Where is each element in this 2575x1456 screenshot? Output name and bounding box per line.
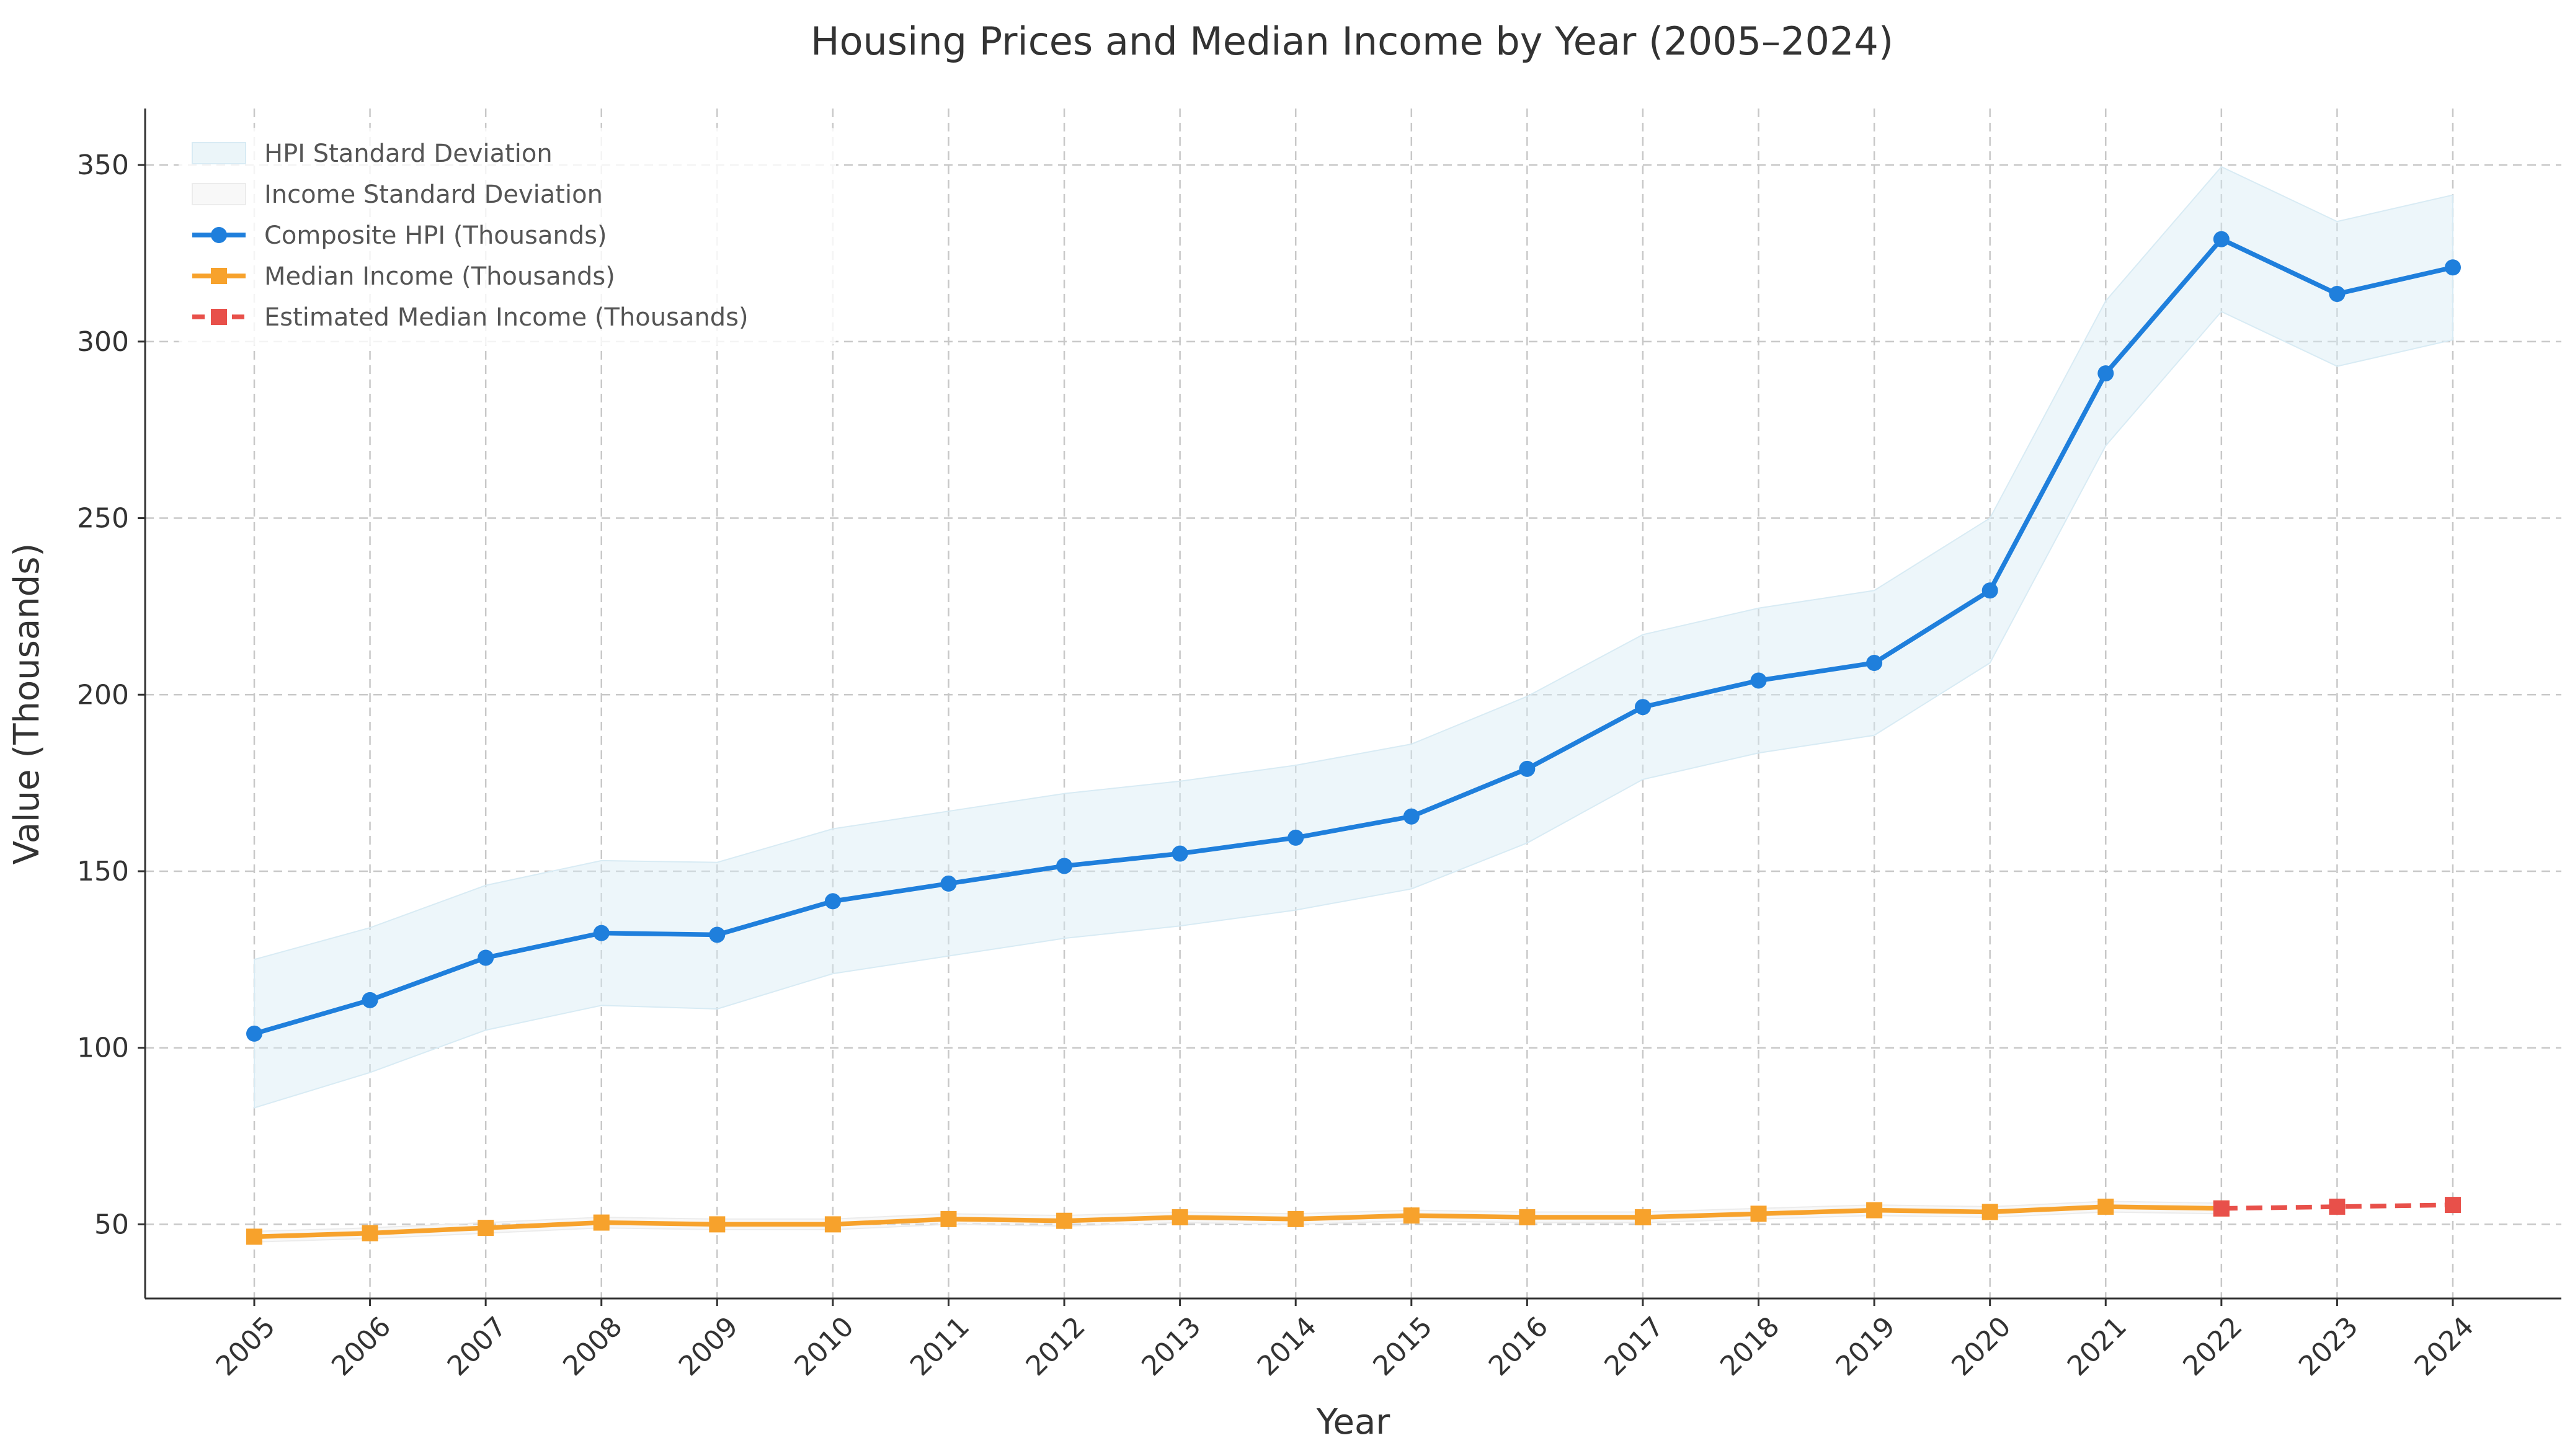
y-tick-label: 100 [77,1032,129,1064]
x-tick-label: 2006 [326,1311,397,1382]
x-tick-label: 2009 [673,1311,744,1382]
series-estimated-income [2213,1197,2461,1217]
axes [144,109,2561,1300]
data-point [1866,1202,1883,1219]
x-tick-label: 2021 [2061,1311,2133,1382]
y-tick-label: 50 [94,1209,129,1240]
x-tick-label: 2022 [2177,1311,2248,1382]
series-line [254,1204,2221,1240]
data-point [593,925,610,941]
x-tick-label: 2014 [1252,1311,1323,1382]
data-point [362,1225,378,1241]
x-axis-label: Year [1316,1402,1391,1442]
data-point [2329,285,2346,302]
data-point [940,875,957,892]
legend: HPI Standard Deviation Income Standard De… [179,128,836,345]
grid [145,109,2561,1298]
data-point [593,1214,610,1231]
data-point [1403,808,1420,825]
legend-swatch [192,142,246,164]
x-tick-label: 2017 [1598,1311,1670,1382]
data-point [940,1210,957,1227]
x-tick-label: 2011 [904,1311,976,1382]
legend-label: Composite HPI (Thousands) [264,221,607,250]
y-tick-label: 300 [77,326,129,358]
series-line [253,236,2453,1036]
data-point [1056,858,1073,874]
data-point [1750,1205,1767,1222]
band-income-std [254,1201,2222,1243]
data-point [2097,365,2114,382]
legend-entry: Income Standard Deviation [192,180,603,209]
data-point [2213,231,2230,247]
x-tick-label: 2007 [442,1311,513,1382]
data-point [1981,582,1998,599]
data-point [709,1216,726,1233]
x-tick-label: 2005 [210,1311,282,1382]
y-tick-label: 350 [77,149,129,181]
x-tick-label: 2023 [2293,1311,2364,1382]
data-point [1288,829,1304,846]
data-point [246,1228,262,1245]
data-point [362,992,378,1008]
legend-entry: HPI Standard Deviation [192,140,553,168]
data-point [1172,1209,1188,1226]
data-point [1981,1204,1998,1220]
data-point [709,926,726,943]
x-tick-label: 2012 [1020,1311,1092,1382]
x-tick-label: 2013 [1136,1311,1207,1382]
data-point [1519,1209,1536,1226]
legend-swatch [192,183,246,205]
y-tick-label: 200 [77,679,129,711]
legend-marker [211,227,227,243]
legend-label: HPI Standard Deviation [264,140,553,168]
data-point [1519,760,1536,777]
x-tick-label: 2024 [2409,1311,2480,1382]
band-hpi-std [254,166,2453,1109]
legend-entry: Median Income (Thousands) [192,262,615,291]
x-tick-label: 2016 [1483,1311,1554,1382]
y-tick-label: 150 [77,856,129,887]
legend-label: Median Income (Thousands) [264,262,615,291]
data-point [1056,1212,1073,1229]
data-point [824,1216,841,1233]
legend-marker [211,268,227,284]
data-point [2445,1197,2461,1214]
x-tick-label: 2008 [557,1311,628,1382]
data-point [2097,1198,2114,1215]
legend-label: Estimated Median Income (Thousands) [264,303,749,332]
data-point [1172,845,1188,862]
legend-label: Income Standard Deviation [264,180,603,209]
legend-marker [211,309,227,325]
data-point [478,949,494,966]
data-point [2329,1198,2346,1215]
x-tick-label: 2020 [1946,1311,2017,1382]
legend-entry: Estimated Median Income (Thousands) [192,303,749,332]
data-point [2213,1200,2230,1217]
y-axis-label: Value (Thousands) [7,543,47,864]
legend-entry: Composite HPI (Thousands) [192,221,607,250]
data-point [1866,655,1883,672]
data-point [1288,1210,1304,1227]
data-point [246,1025,262,1042]
x-tick-label: 2015 [1367,1311,1438,1382]
legend-box [179,128,836,345]
series-composite-hpi [246,231,2461,1042]
data-point [1634,1209,1651,1226]
data-point [2445,259,2461,276]
data-point [1634,699,1651,716]
data-point [478,1220,494,1236]
series-line [2221,1202,2453,1211]
data-point [1750,672,1767,689]
x-tick-label: 2010 [788,1311,860,1382]
data-point [824,893,841,910]
x-tick-label: 2019 [1830,1311,1901,1382]
data-point [1403,1207,1420,1224]
x-tick-label: 2018 [1714,1311,1786,1382]
series-lines [246,231,2461,1245]
chart-title: Housing Prices and Median Income by Year… [811,19,1893,64]
y-tick-label: 250 [77,503,129,535]
